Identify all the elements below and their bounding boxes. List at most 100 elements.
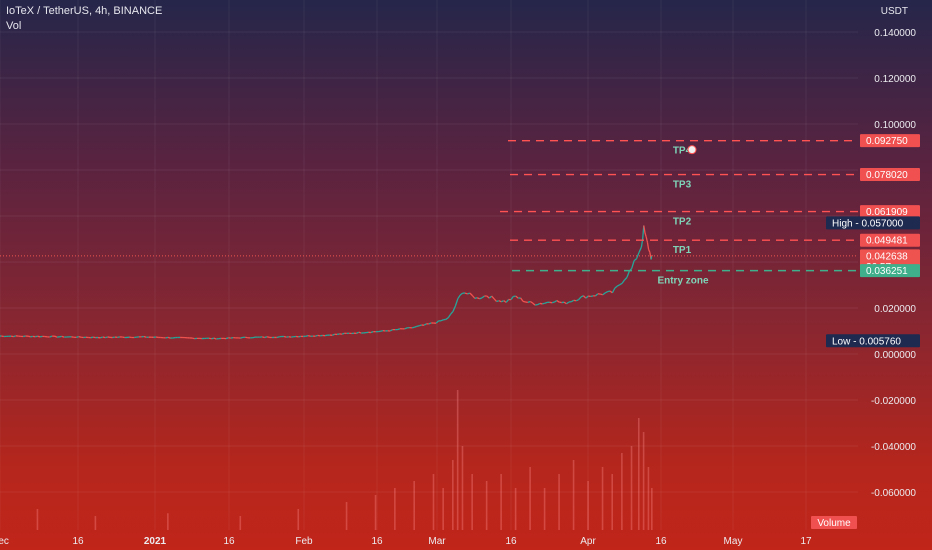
high-tag-bg bbox=[826, 216, 920, 230]
volume-bar bbox=[543, 488, 546, 530]
price-segment bbox=[614, 285, 618, 289]
price-segment bbox=[604, 291, 608, 294]
price-segment bbox=[626, 271, 630, 278]
price-segment bbox=[100, 336, 104, 339]
price-segment bbox=[90, 336, 94, 339]
volume-bar bbox=[413, 481, 415, 530]
x-axis: Dec 16 2021 16 Feb 16 Mar 16 Apr 16 May 17 bbox=[0, 536, 812, 547]
price-segment bbox=[571, 299, 575, 303]
price-segment bbox=[414, 325, 418, 328]
price-segment bbox=[266, 336, 270, 339]
price-segment bbox=[566, 301, 570, 305]
x-tick-label: 16 bbox=[223, 536, 235, 547]
price-segment bbox=[469, 292, 473, 296]
price-segment bbox=[602, 292, 606, 296]
price-segment bbox=[611, 287, 616, 294]
target-label-tp4: TP4 bbox=[673, 146, 692, 157]
x-tick-label: Feb bbox=[295, 536, 313, 547]
volume-bar bbox=[297, 509, 300, 530]
price-segment bbox=[532, 302, 536, 306]
price-segment bbox=[645, 236, 649, 243]
volume-bar bbox=[514, 488, 517, 530]
price-segment bbox=[467, 292, 471, 295]
price-segment bbox=[37, 335, 41, 338]
price-segment bbox=[556, 300, 560, 303]
price-segment bbox=[13, 335, 17, 338]
price-segment bbox=[631, 260, 635, 269]
volume-bar bbox=[442, 488, 444, 530]
price-segment bbox=[580, 295, 584, 298]
y-tick-label: -0.020000 bbox=[871, 396, 916, 407]
volume-bar bbox=[647, 467, 650, 530]
volume-bar bbox=[239, 516, 242, 530]
price-segment bbox=[616, 284, 620, 287]
price-segment bbox=[213, 337, 217, 340]
y-tick-label: 0.020000 bbox=[874, 304, 916, 315]
price-segment bbox=[358, 331, 362, 334]
price-segment bbox=[380, 329, 384, 332]
y-tick-label: 0.100000 bbox=[874, 120, 916, 131]
current-price-tag: 0.042638 bbox=[866, 251, 908, 262]
price-segment bbox=[624, 277, 628, 281]
price-segment bbox=[332, 333, 335, 336]
price-segment bbox=[537, 302, 541, 306]
y-tick-label: 0.000000 bbox=[874, 350, 916, 361]
price-segment bbox=[542, 302, 545, 305]
price-segment bbox=[575, 299, 579, 302]
price-segment bbox=[457, 294, 461, 300]
low-tag-bg bbox=[826, 334, 920, 348]
price-segment bbox=[491, 295, 495, 300]
rocket-icon bbox=[687, 145, 697, 155]
price-segment bbox=[283, 335, 287, 338]
price-segment bbox=[464, 292, 468, 295]
price-segment bbox=[454, 298, 459, 307]
volume-bar bbox=[500, 474, 502, 530]
price-segment bbox=[264, 336, 268, 339]
x-tick-label: 16 bbox=[72, 536, 84, 547]
volume-bar bbox=[529, 467, 531, 530]
price-segment bbox=[1, 335, 4, 338]
entry-price-tag-bg bbox=[860, 264, 920, 278]
tp4-price-tag: 0.092750 bbox=[866, 136, 908, 147]
x-tick-label: 16 bbox=[655, 536, 667, 547]
price-segment bbox=[245, 336, 248, 339]
price-segment bbox=[452, 305, 457, 312]
price-segment bbox=[498, 300, 502, 303]
price-segment bbox=[503, 300, 507, 303]
symbol-title[interactable]: IoTeX / TetherUS, 4h, BINANCE bbox=[6, 5, 163, 17]
price-segment bbox=[501, 300, 505, 303]
x-tick-label: 16 bbox=[371, 536, 383, 547]
volume-bar bbox=[642, 432, 645, 530]
tp3-price-tag-bg bbox=[860, 168, 920, 182]
price-segment bbox=[440, 319, 444, 322]
volume-bar bbox=[374, 495, 377, 530]
price-segment bbox=[646, 242, 650, 250]
price-segment bbox=[515, 295, 519, 299]
price-segment bbox=[49, 335, 53, 338]
price-segment bbox=[585, 295, 589, 299]
volume-indicator-label[interactable]: Vol bbox=[6, 20, 22, 32]
tp1-price-tag-bg bbox=[860, 233, 920, 247]
price-segment bbox=[370, 331, 374, 334]
volume-bar bbox=[485, 481, 488, 530]
volume-tag: Volume bbox=[817, 518, 851, 529]
grid bbox=[0, 0, 858, 530]
price-segment bbox=[635, 252, 640, 259]
price-segment bbox=[428, 322, 432, 325]
price-segment bbox=[435, 320, 439, 324]
price-segment bbox=[493, 298, 497, 302]
volume-bar bbox=[461, 446, 464, 530]
price-segment bbox=[23, 335, 26, 338]
price-segment bbox=[481, 295, 485, 299]
volume-bar bbox=[452, 460, 454, 530]
tp4-price-tag-bg bbox=[860, 134, 920, 148]
price-segment bbox=[621, 279, 626, 284]
price-segment bbox=[633, 258, 637, 262]
price-segment bbox=[240, 336, 244, 339]
price-segment bbox=[105, 336, 108, 339]
price-segment bbox=[225, 337, 229, 340]
price-segment bbox=[252, 336, 256, 339]
price-segment bbox=[595, 293, 599, 297]
x-tick-label: May bbox=[724, 536, 743, 547]
